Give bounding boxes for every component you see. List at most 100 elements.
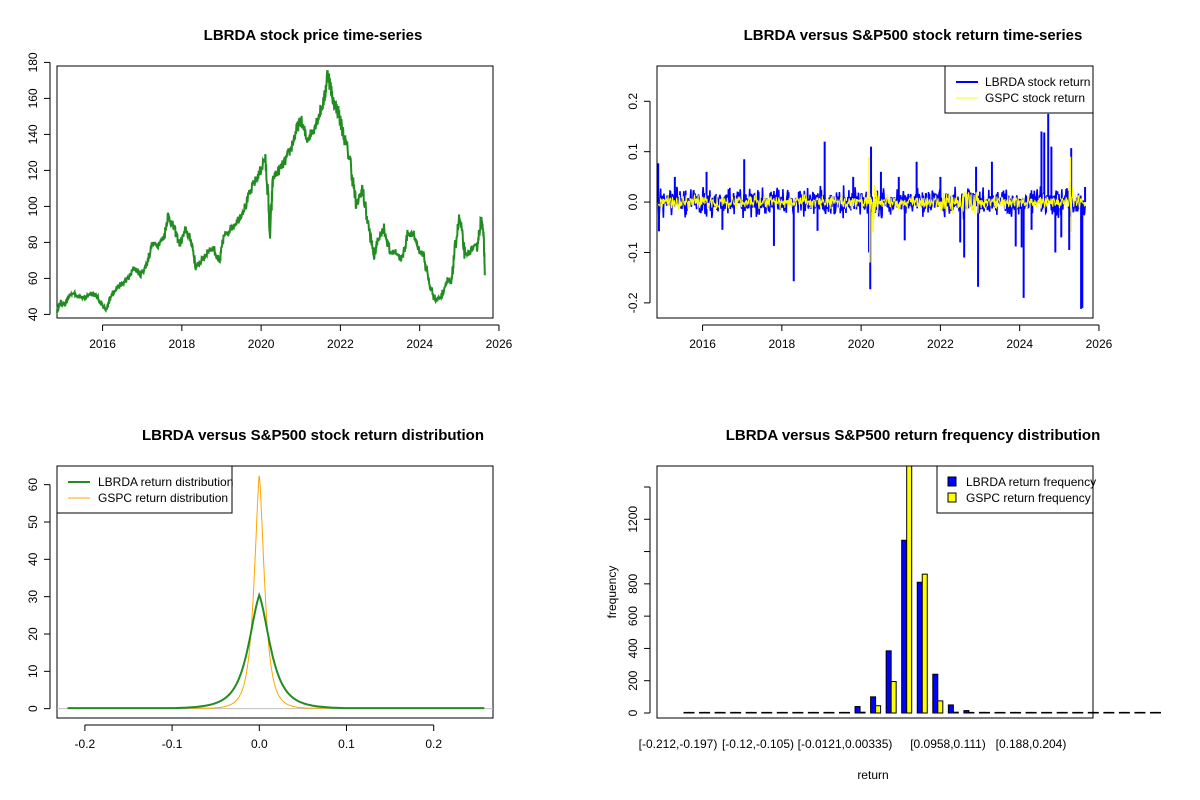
x-category-label: [0.188,0.204) bbox=[996, 737, 1067, 751]
lbrda-bar bbox=[994, 711, 1001, 714]
x-category-label: [-0.0121,0.00335) bbox=[798, 737, 893, 751]
x-tick-label: 0.0 bbox=[251, 737, 268, 751]
gspc-bar bbox=[921, 573, 928, 714]
gspc-bar bbox=[1077, 711, 1084, 714]
lbrda-bar bbox=[947, 704, 954, 714]
lbrda-bar bbox=[776, 711, 783, 714]
histogram-chart: LBRDA versus S&P500 return frequency dis… bbox=[605, 427, 1161, 782]
panel-return-frequency: LBRDA versus S&P500 return frequency dis… bbox=[600, 400, 1200, 800]
legend-box bbox=[56, 465, 233, 514]
y-tick-label: 180 bbox=[26, 52, 40, 72]
lbrda-bar bbox=[854, 706, 861, 714]
lbrda-bar bbox=[792, 711, 799, 714]
x-tick-label: 2022 bbox=[927, 337, 954, 351]
gspc-bar bbox=[719, 711, 726, 714]
lbrda-bar bbox=[932, 673, 939, 714]
lbrda-bar bbox=[1010, 711, 1017, 714]
x-tick-label: 2018 bbox=[769, 337, 796, 351]
gspc-bar bbox=[704, 711, 711, 714]
lbrda-density-line bbox=[67, 591, 485, 710]
y-tick-label: 40 bbox=[26, 307, 40, 321]
x-category-label: [-0.12,-0.105) bbox=[722, 737, 794, 751]
gspc-bar bbox=[968, 711, 975, 714]
y-tick-label: 40 bbox=[26, 552, 40, 566]
legend-label-gspc: GSPC return frequency bbox=[966, 491, 1091, 505]
gspc-bar bbox=[890, 681, 897, 714]
lbrda-bar bbox=[1072, 711, 1079, 714]
gspc-bar bbox=[766, 711, 773, 714]
x-tick-label: 2018 bbox=[169, 337, 196, 351]
lbrda-bar bbox=[916, 581, 923, 714]
lbrda-bar bbox=[683, 711, 690, 714]
x-tick-label: -0.1 bbox=[162, 737, 183, 751]
gspc-bar bbox=[937, 700, 944, 714]
legend-swatch-gspc bbox=[947, 492, 957, 503]
plot-frame bbox=[56, 465, 494, 719]
y-tick-label: 1200 bbox=[626, 506, 640, 533]
gspc-return-line bbox=[657, 181, 1086, 220]
gspc-bar bbox=[906, 465, 913, 714]
legend: LBRDA return frequency GSPC return frequ… bbox=[936, 465, 1096, 514]
legend-label-lbrda: LBRDA stock return bbox=[985, 75, 1090, 89]
gspc-bar bbox=[1092, 711, 1099, 714]
y-axis-label: frequency bbox=[605, 566, 619, 619]
legend-label-lbrda: LBRDA return frequency bbox=[966, 475, 1096, 489]
lbrda-bar bbox=[901, 539, 908, 714]
x-tick-label: 2022 bbox=[327, 337, 354, 351]
gspc-bar bbox=[859, 711, 866, 714]
y-tick-label: 60 bbox=[26, 478, 40, 492]
gspc-bar bbox=[1123, 711, 1130, 714]
lbrda-bar bbox=[870, 696, 877, 714]
gspc-bar bbox=[797, 711, 804, 714]
lbrda-bar bbox=[963, 710, 970, 714]
x-tick-label: 2024 bbox=[406, 337, 433, 351]
lbrda-bar bbox=[730, 711, 737, 714]
y-tick-label: 0.2 bbox=[626, 93, 640, 110]
gspc-bar bbox=[1139, 711, 1146, 714]
lbrda-bar bbox=[978, 711, 985, 714]
y-tick-label: 20 bbox=[26, 627, 40, 641]
y-tick-label: 100 bbox=[26, 196, 40, 216]
y-tick-label: 160 bbox=[26, 88, 40, 108]
gspc-bar bbox=[1108, 711, 1115, 714]
plot-frame bbox=[56, 65, 494, 319]
chart-title: LBRDA versus S&P500 stock return distrib… bbox=[142, 427, 484, 444]
chart-title: LBRDA versus S&P500 return frequency dis… bbox=[726, 427, 1101, 444]
x-tick-label: 2024 bbox=[1006, 337, 1033, 351]
lbrda-bar bbox=[1118, 711, 1125, 714]
y-axis: 40 60 80 100 120 140 160 180 bbox=[26, 52, 51, 321]
x-axis: [-0.212,-0.197) [-0.12,-0.105) [-0.0121,0.… bbox=[639, 737, 1067, 751]
y-tick-label: 50 bbox=[26, 515, 40, 529]
y-tick-label: 60 bbox=[26, 271, 40, 285]
chart-title: LBRDA versus S&P500 stock return time-se… bbox=[744, 27, 1083, 44]
y-tick-label: 600 bbox=[626, 606, 640, 626]
legend-box bbox=[944, 65, 1094, 114]
y-tick-label: 80 bbox=[26, 235, 40, 249]
x-category-label: [0.0958,0.111) bbox=[910, 737, 986, 751]
legend: LBRDA return distribution GSPC return di… bbox=[56, 465, 233, 514]
y-axis: 0 200 400 600 800 1200 bbox=[626, 486, 651, 716]
y-tick-label: 10 bbox=[26, 664, 40, 678]
y-tick-label: -0.1 bbox=[626, 242, 640, 263]
x-category-label: [-0.212,-0.197) bbox=[639, 737, 718, 751]
lbrda-bar bbox=[1134, 711, 1141, 714]
plot-frame bbox=[656, 465, 1094, 719]
price-chart: LBRDA stock price time-series 40 60 80 100 1… bbox=[26, 27, 513, 351]
x-tick-label: 0.1 bbox=[338, 737, 355, 751]
y-axis: 0 10 20 30 40 50 60 bbox=[26, 478, 51, 712]
x-axis: -0.2 -0.1 0.0 0.1 0.2 bbox=[75, 724, 442, 751]
gspc-bar bbox=[735, 711, 742, 714]
y-tick-label: 0 bbox=[26, 705, 40, 712]
lbrda-bar bbox=[761, 711, 768, 714]
gspc-bar bbox=[1155, 711, 1161, 714]
lbrda-bar bbox=[1150, 711, 1156, 714]
lbrda-bar bbox=[1041, 711, 1048, 714]
panel-return-distribution: LBRDA versus S&P500 stock return distrib… bbox=[0, 400, 600, 800]
gspc-bar bbox=[1030, 711, 1037, 714]
x-tick-label: 2026 bbox=[1086, 337, 1113, 351]
gspc-bar bbox=[1061, 711, 1068, 714]
lbrda-bar bbox=[839, 711, 845, 714]
gspc-bar bbox=[952, 711, 959, 714]
y-axis: -0.2 -0.1 0.0 0.1 0.2 bbox=[626, 93, 651, 313]
lbrda-price-line bbox=[56, 70, 486, 315]
